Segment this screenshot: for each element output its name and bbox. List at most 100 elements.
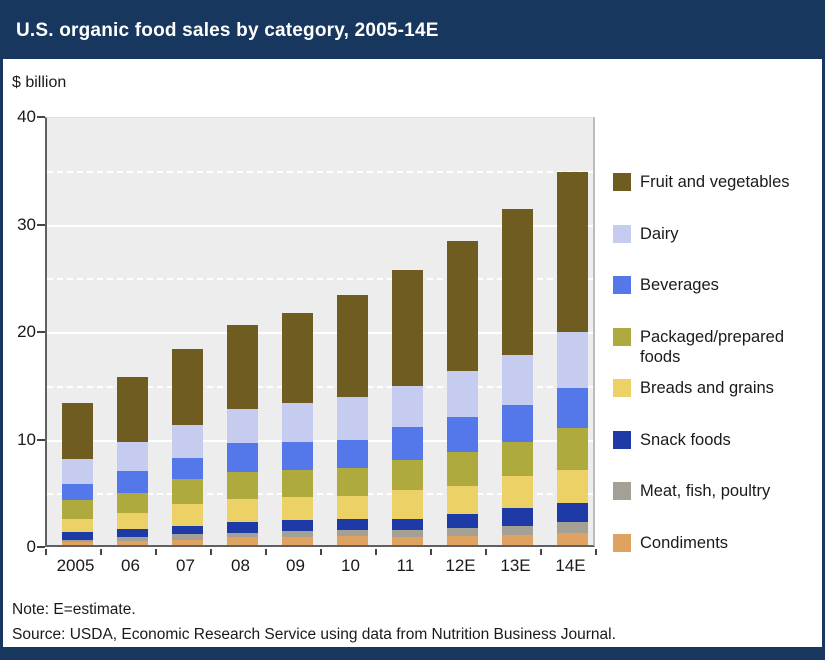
bar-segment bbox=[392, 385, 423, 427]
bar-segment bbox=[62, 539, 93, 542]
bar-segment bbox=[502, 508, 533, 526]
minor-gridline bbox=[47, 278, 593, 281]
bar-column-06 bbox=[117, 377, 148, 545]
bar-segment bbox=[337, 529, 368, 537]
bar-segment bbox=[557, 522, 588, 534]
x-axis-category-label: 06 bbox=[121, 556, 140, 575]
bar-segment bbox=[172, 525, 203, 535]
bar-column-09 bbox=[282, 312, 313, 545]
bar-segment bbox=[282, 537, 313, 545]
x-axis-category-label: 13E bbox=[500, 556, 531, 575]
bar-segment bbox=[227, 408, 258, 444]
bar-segment bbox=[62, 484, 93, 501]
bar-segment bbox=[502, 535, 533, 545]
bar-segment bbox=[337, 396, 368, 440]
legend: Fruit and vegetables Dairy Beverages Packag… bbox=[600, 172, 822, 584]
bar-segment bbox=[557, 533, 588, 545]
legend-item: Breads and grains bbox=[600, 378, 822, 430]
legend-swatch bbox=[613, 533, 631, 552]
bar-segment bbox=[117, 377, 148, 442]
x-axis-tick bbox=[265, 549, 267, 555]
y-axis-tick-label: 30 bbox=[17, 214, 36, 234]
legend-swatch bbox=[613, 224, 631, 243]
legend-label: Condiments bbox=[640, 533, 729, 552]
y-axis-tick bbox=[37, 438, 45, 441]
legend-swatch bbox=[613, 379, 631, 397]
legend-label: Breads and grains bbox=[640, 379, 774, 397]
legend-item: Condiments bbox=[600, 533, 822, 585]
y-axis-tick bbox=[37, 116, 45, 118]
bar-segment bbox=[392, 490, 423, 520]
legend-label: Snack foods bbox=[640, 430, 731, 449]
bar-segment bbox=[337, 467, 368, 497]
x-axis-tick bbox=[210, 549, 212, 555]
bar-segment bbox=[557, 503, 588, 523]
bar-segment bbox=[117, 492, 148, 514]
bar-segment bbox=[172, 534, 203, 541]
y-axis-tick-label: 20 bbox=[17, 322, 36, 341]
bar-segment bbox=[227, 537, 258, 545]
bar-column-07 bbox=[172, 349, 203, 545]
minor-gridline bbox=[47, 170, 593, 173]
y-axis-tick-label: 40 bbox=[17, 107, 36, 126]
bar-segment bbox=[227, 499, 258, 523]
bar-column-2005 bbox=[62, 402, 93, 545]
bar-segment bbox=[337, 439, 368, 468]
bar-column-08 bbox=[227, 324, 258, 545]
bar-segment bbox=[62, 458, 93, 485]
bar-segment bbox=[557, 172, 588, 333]
bar-segment bbox=[502, 525, 533, 536]
x-axis-category-label: 08 bbox=[231, 556, 250, 575]
bar-segment bbox=[392, 269, 423, 386]
bar-segment bbox=[502, 405, 533, 442]
x-axis-category-label: 12E bbox=[445, 556, 476, 575]
x-axis-tick bbox=[540, 549, 542, 555]
plot-layers bbox=[47, 118, 593, 545]
bar-segment bbox=[172, 504, 203, 526]
y-axis-unit-label: $ billion bbox=[12, 74, 67, 91]
legend-item: Snack foods bbox=[600, 430, 822, 482]
bar-segment bbox=[227, 522, 258, 533]
bar-segment bbox=[337, 518, 368, 530]
bar-segment bbox=[117, 540, 148, 545]
x-axis-category-label: 09 bbox=[286, 556, 305, 575]
bar-segment bbox=[447, 452, 478, 487]
bar-segment bbox=[447, 240, 478, 371]
bar-column-13E bbox=[502, 208, 533, 545]
y-axis-tick bbox=[37, 331, 45, 333]
bar-segment bbox=[392, 529, 423, 538]
bar-segment bbox=[502, 354, 533, 406]
bar-segment bbox=[392, 519, 423, 530]
bar-segment bbox=[557, 332, 588, 389]
y-axis-tick bbox=[37, 223, 45, 226]
bar-segment bbox=[117, 537, 148, 541]
bar-segment bbox=[62, 532, 93, 540]
bar-segment bbox=[282, 520, 313, 532]
bar-segment bbox=[392, 426, 423, 461]
bottom-accent-bar bbox=[3, 647, 822, 657]
bar-segment bbox=[172, 457, 203, 480]
minor-gridline bbox=[47, 385, 593, 388]
bar-segment bbox=[227, 472, 258, 500]
x-axis-tick bbox=[155, 549, 157, 555]
bar-segment bbox=[502, 476, 533, 509]
bar-segment bbox=[117, 441, 148, 472]
bar-segment bbox=[447, 513, 478, 528]
x-axis-category-label: 10 bbox=[341, 556, 360, 575]
legend-label: Beverages bbox=[640, 276, 719, 294]
bar-segment bbox=[62, 518, 93, 533]
bar-segment bbox=[447, 527, 478, 537]
legend-item: Dairy bbox=[600, 224, 822, 276]
x-axis-category-label: 2005 bbox=[56, 556, 95, 575]
title-bar: U.S. organic food sales by category, 200… bbox=[3, 3, 822, 59]
bar-segment bbox=[282, 496, 313, 521]
bar-column-12E bbox=[447, 240, 478, 545]
bar-segment bbox=[172, 349, 203, 425]
bar-segment bbox=[502, 208, 533, 355]
legend-swatch bbox=[613, 482, 631, 500]
bar-segment bbox=[172, 424, 203, 458]
bar-column-10 bbox=[337, 294, 368, 545]
bar-segment bbox=[392, 460, 423, 491]
page-title: U.S. organic food sales by category, 200… bbox=[16, 20, 439, 41]
